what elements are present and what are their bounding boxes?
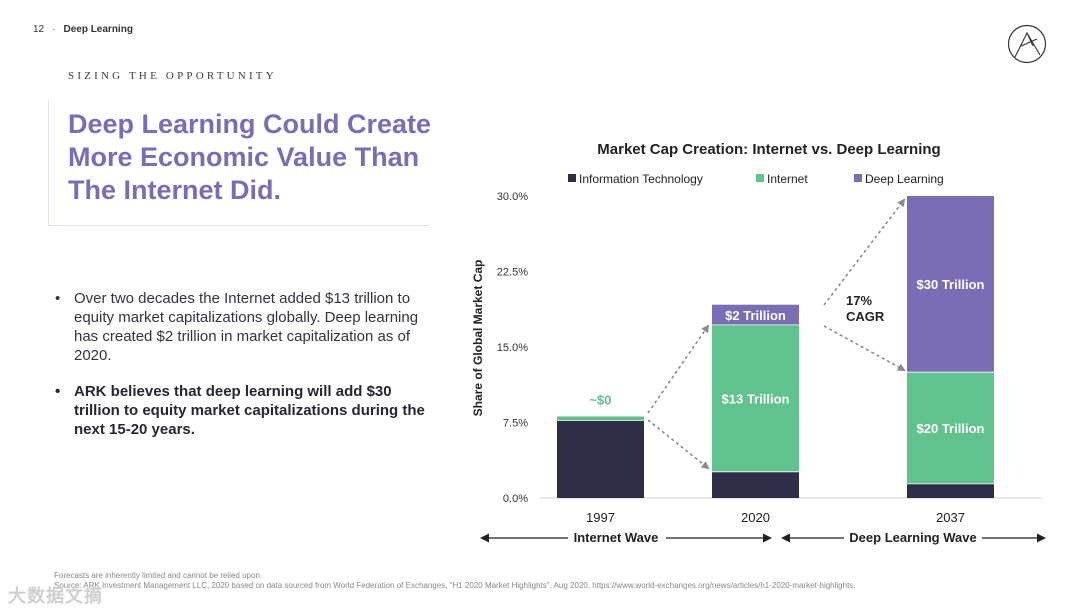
legend-swatch bbox=[756, 174, 764, 182]
ark-logo-icon bbox=[1007, 24, 1047, 64]
section-name: Deep Learning bbox=[63, 24, 133, 35]
market-cap-chart: Market Cap Creation: Internet vs. Deep L… bbox=[471, 141, 1046, 545]
arrow-2020-to-2037-top bbox=[823, 198, 906, 306]
arrow-1997-to-2020-top bbox=[647, 324, 710, 414]
cagr-label: CAGR bbox=[846, 309, 885, 324]
chart-title: Market Cap Creation: Internet vs. Deep L… bbox=[597, 141, 940, 158]
y-axis: 0.0% 7.5% 15.0% 22.5% 30.0% bbox=[497, 191, 528, 505]
data-label: $30 Trillion bbox=[917, 277, 985, 292]
data-label: ~$0 bbox=[589, 392, 611, 407]
legend-label: Information Technology bbox=[579, 172, 703, 186]
legend-label: Deep Learning bbox=[865, 172, 944, 186]
footer-disclaimer: Forecasts are inherently limited and can… bbox=[54, 571, 263, 580]
bar-segment bbox=[557, 420, 644, 498]
watermark: 大数据文摘 bbox=[8, 586, 103, 606]
bar-segment bbox=[712, 324, 799, 472]
title-line: Deep Learning Could Create bbox=[68, 109, 432, 139]
arrow-2020-to-2037-bottom bbox=[823, 325, 906, 371]
x-tick-label: 2037 bbox=[936, 510, 965, 525]
y-tick-label: 0.0% bbox=[503, 493, 528, 505]
bullet-item: • ARK believes that deep learning will a… bbox=[55, 382, 435, 439]
wave-label: Deep Learning Wave bbox=[849, 530, 976, 545]
x-tick-label: 1997 bbox=[586, 510, 615, 525]
bullet-item: • Over two decades the Internet added $1… bbox=[55, 289, 435, 365]
bars: 1997 ~$0 2020 $13 Trillion $2 Trillion 2037 $2… bbox=[557, 196, 994, 525]
chart-legend: Information Technology Internet Deep Learn… bbox=[568, 172, 944, 186]
data-label: $2 Trillion bbox=[725, 308, 786, 323]
data-label: $13 Trillion bbox=[722, 391, 790, 406]
cagr-value: 17% bbox=[846, 293, 872, 308]
title-line: More Economic Value Than bbox=[68, 142, 420, 172]
y-tick-label: 30.0% bbox=[497, 191, 528, 203]
section-kicker: SIZING THE OPPORTUNITY bbox=[68, 70, 277, 82]
growth-arrows bbox=[647, 198, 906, 470]
footer-notes: Forecasts are inherently limited and can… bbox=[54, 571, 1054, 591]
footer-source: Source: ARK Investment Management LLC, 2… bbox=[54, 581, 856, 590]
y-tick-label: 7.5% bbox=[503, 418, 528, 430]
bullet-dot: • bbox=[55, 290, 61, 307]
y-tick-label: 15.0% bbox=[497, 342, 528, 354]
legend-swatch bbox=[568, 174, 576, 182]
x-tick-label: 2020 bbox=[741, 510, 770, 525]
data-label: $20 Trillion bbox=[917, 421, 985, 436]
legend-swatch bbox=[854, 174, 862, 182]
bullet-list: • Over two decades the Internet added $1… bbox=[55, 289, 435, 456]
page-number: 12 bbox=[33, 24, 45, 35]
wave-deep-learning: Deep Learning Wave bbox=[781, 530, 1046, 545]
wave-internet: Internet Wave bbox=[480, 530, 772, 545]
wave-label: Internet Wave bbox=[574, 530, 659, 545]
page-title: Deep Learning Could Create More Economic… bbox=[68, 108, 448, 207]
title-line: The Internet Did. bbox=[68, 175, 282, 205]
bullet-text: Over two decades the Internet added $13 … bbox=[74, 290, 419, 364]
legend-label: Internet bbox=[767, 172, 808, 186]
bar-segment bbox=[712, 304, 799, 325]
bar-segment bbox=[907, 196, 994, 373]
title-frame bbox=[48, 100, 429, 226]
bullet-text: ARK believes that deep learning will add… bbox=[74, 383, 425, 438]
bar-segment bbox=[712, 471, 799, 498]
y-axis-label: Share of Global Market Cap bbox=[471, 260, 485, 417]
arrow-1997-to-2020-bottom bbox=[647, 419, 710, 470]
bullet-dot: • bbox=[55, 383, 61, 400]
bar-segment bbox=[907, 483, 994, 498]
header-separator: · bbox=[52, 24, 56, 35]
bar-segment bbox=[557, 416, 644, 421]
bar-segment bbox=[907, 372, 994, 484]
y-tick-label: 22.5% bbox=[497, 267, 528, 279]
page-header: 12 · Deep Learning bbox=[33, 24, 133, 35]
